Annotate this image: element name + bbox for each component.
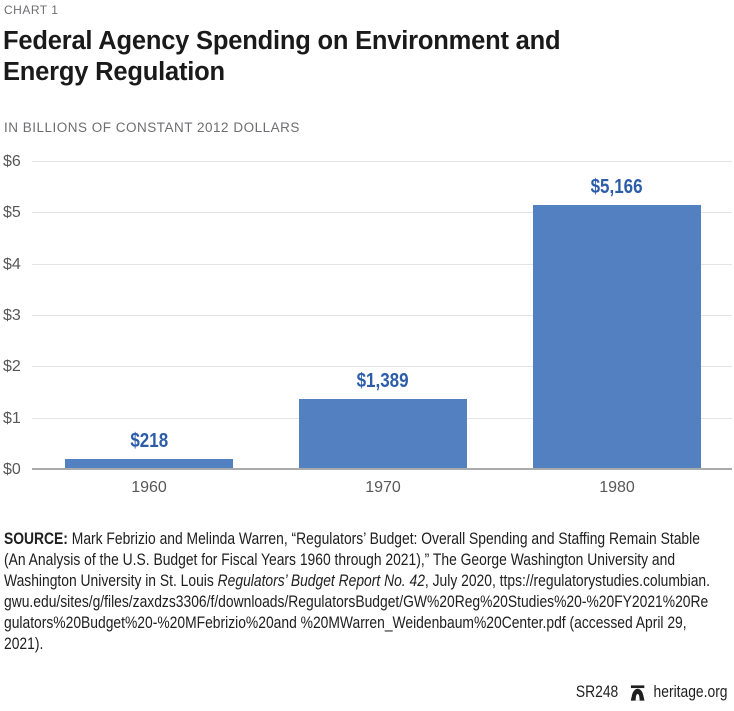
report-id: SR248 xyxy=(576,683,619,701)
y-tick-label: $4 xyxy=(3,255,21,273)
source-label: SOURCE: xyxy=(4,530,68,548)
chart-title-line2: Energy Regulation xyxy=(3,58,225,86)
source-line: gwu.edu/sites/g/files/zaxdzs3306/f/downl… xyxy=(4,593,709,611)
value-label-1970: $1,389 xyxy=(356,369,409,392)
plot-area: $0 $1 $2 $3 $4 $5 $6 $218 1960 $1,389 1970 $5,166 19… xyxy=(3,153,732,496)
gridline xyxy=(32,161,732,162)
gridline xyxy=(32,315,732,316)
source-line: SOURCE: Mark Febrizio and Melinda Warren… xyxy=(4,530,700,548)
gridline xyxy=(32,263,732,265)
y-tick-label: $1 xyxy=(3,409,21,427)
y-tick-label: $2 xyxy=(3,358,21,376)
footer: SR248 heritage.org xyxy=(576,683,728,702)
chart-subtitle: IN BILLIONS OF CONSTANT 2012 DOLLARS xyxy=(4,120,300,135)
value-label-1960: $218 xyxy=(130,429,168,452)
gridline xyxy=(32,366,732,368)
x-axis-line xyxy=(32,468,732,470)
chart-kicker: CHART 1 xyxy=(4,3,59,17)
x-tick-label-1960: 1960 xyxy=(131,479,167,496)
y-tick-label: $6 xyxy=(3,153,21,170)
chart-title: Federal Agency Spending on Environment a… xyxy=(3,26,561,88)
y-tick-label: $0 xyxy=(3,461,21,478)
source-note: SOURCE: Mark Febrizio and Melinda Warren… xyxy=(4,529,710,655)
source-line: 2021). xyxy=(4,635,44,653)
source-report-title: Regulators’ Budget Report No. 42 xyxy=(217,572,425,590)
source-line: Washington University in St. Louis Regul… xyxy=(4,572,710,590)
bar-1970 xyxy=(299,398,467,470)
x-tick-label-1970: 1970 xyxy=(365,479,401,496)
x-tick-label-1980: 1980 xyxy=(599,479,635,496)
gridline xyxy=(32,212,732,214)
value-label-1980: $5,166 xyxy=(590,175,643,198)
heritage-bell-icon xyxy=(631,684,646,701)
source-line: (An Analysis of the U.S. Budget for Fisc… xyxy=(4,551,676,569)
bar-1960 xyxy=(65,458,233,470)
site-link[interactable]: heritage.org xyxy=(654,683,728,701)
y-tick-label: $3 xyxy=(3,307,21,324)
y-tick-label: $5 xyxy=(3,204,21,222)
source-line: gulators%20Budget%20-%20MFebrizio%20and … xyxy=(4,614,687,632)
chart-title-line1: Federal Agency Spending on Environment a… xyxy=(3,27,561,55)
bar-1980 xyxy=(533,204,701,470)
